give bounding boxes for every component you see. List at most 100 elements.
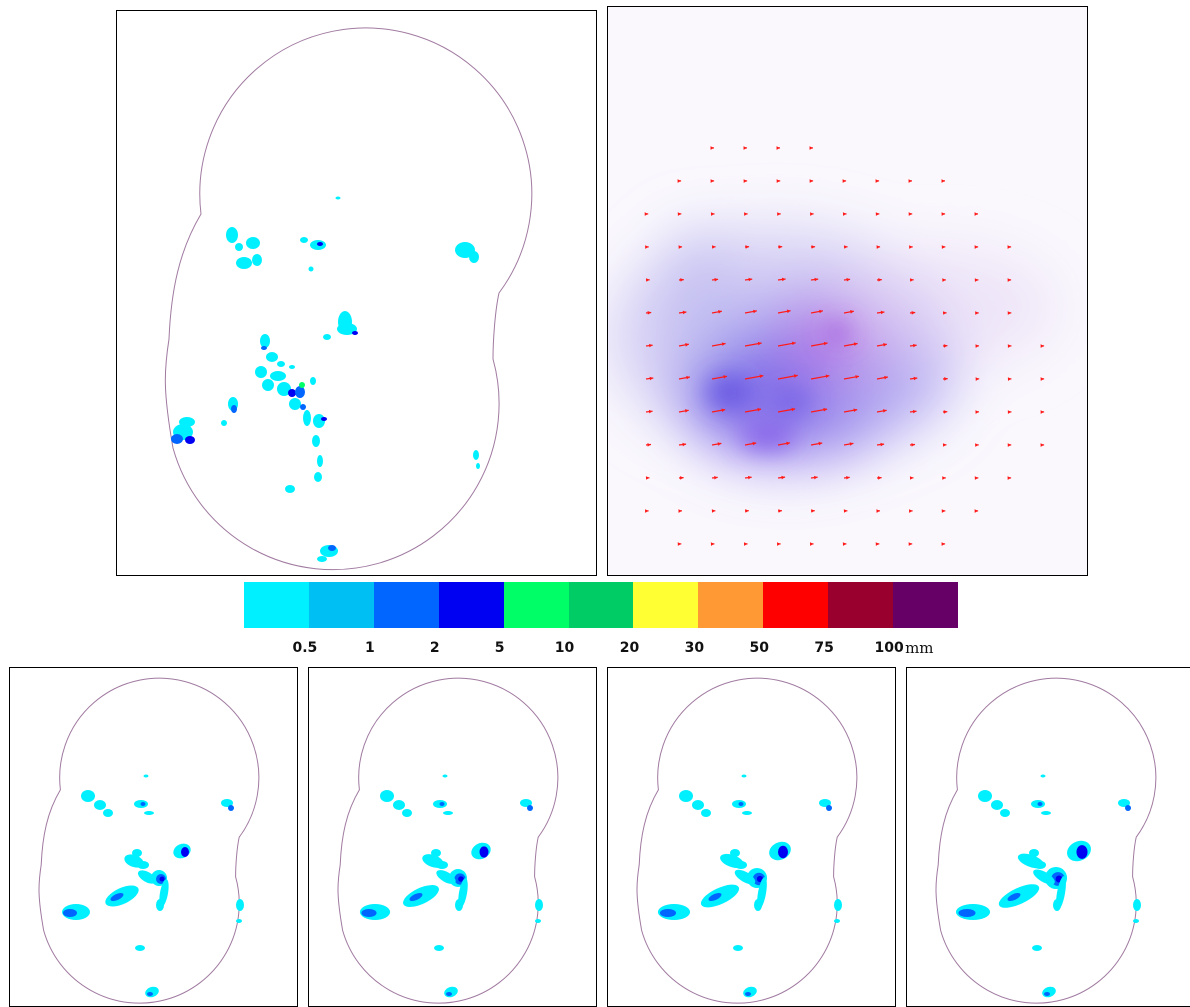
rain-cell [826, 805, 832, 811]
motion-vector [810, 179, 814, 183]
motion-vector [745, 476, 752, 480]
motion-vector [712, 509, 716, 513]
rain-cell [221, 420, 227, 426]
colorbar-swatch [893, 582, 958, 628]
colorbar-level-label: 20 [620, 640, 639, 656]
rain-cell [1044, 992, 1050, 996]
rain-cell [147, 992, 153, 996]
rain-cell [228, 805, 234, 811]
motion-vector-map [607, 6, 1088, 576]
rain-cell [480, 846, 489, 857]
motion-vector [975, 476, 979, 480]
rain-cell [266, 352, 278, 362]
motion-vector [909, 245, 913, 249]
rain-cell [733, 945, 743, 951]
rain-cell [660, 909, 676, 917]
rain-cell [94, 800, 106, 810]
rain-cell [260, 334, 270, 348]
rain-cell [231, 405, 237, 413]
motion-vector [941, 179, 945, 183]
rain-cell [144, 775, 149, 778]
motion-vector [810, 542, 814, 546]
motion-vector [1008, 443, 1012, 447]
colorbar-level-label: 0.5 [293, 640, 318, 656]
rain-cell [299, 382, 305, 388]
rain-cell [991, 800, 1003, 810]
rain-cell [834, 899, 842, 911]
rain-cell [834, 919, 840, 923]
motion-vector [679, 476, 684, 480]
radar-intensity-field [608, 227, 1058, 467]
rain-cell [402, 809, 412, 817]
forecast-map-1-canvas [10, 668, 298, 1007]
rain-cell [443, 775, 448, 778]
colorbar-level-label: 10 [555, 640, 574, 656]
motion-vector [844, 509, 848, 513]
rain-cell [440, 802, 445, 806]
rain-cell [535, 899, 543, 911]
motion-vector [645, 212, 649, 216]
motion-vector [678, 542, 682, 546]
motion-vector [909, 212, 913, 216]
rain-cell [103, 809, 113, 817]
motion-vector [711, 179, 715, 183]
colorbar-level-label: 75 [814, 640, 833, 656]
rain-cell [352, 331, 358, 335]
motion-vector [744, 179, 748, 183]
motion-vector [844, 476, 850, 480]
forecast-map-4 [906, 667, 1190, 1007]
rainfall-map-main [116, 10, 597, 576]
rain-cell [314, 472, 322, 482]
rain-cell [236, 899, 244, 911]
rain-cell [443, 985, 460, 999]
rain-cell [1133, 919, 1139, 923]
motion-vector [1007, 245, 1011, 249]
motion-vector [1041, 344, 1045, 348]
motion-vector [712, 476, 718, 480]
motion-vector [909, 509, 913, 513]
motion-vector [809, 146, 813, 150]
motion-vector [943, 443, 947, 447]
forecast-map-1 [9, 667, 298, 1007]
rain-cell [309, 267, 314, 272]
motion-vector [678, 212, 682, 216]
motion-vector [810, 212, 814, 216]
motion-vector [710, 146, 714, 150]
motion-vector [711, 212, 715, 216]
rain-cell [473, 450, 479, 460]
rain-cell [270, 371, 286, 381]
domain-outline [39, 678, 259, 1003]
rain-cell [285, 485, 295, 493]
rain-cell [735, 861, 747, 869]
motion-vector [811, 476, 818, 480]
rain-cell [745, 992, 751, 996]
rain-cell [63, 909, 77, 917]
colorbar-swatch [763, 582, 828, 628]
colorbar-unit: mm [905, 639, 933, 657]
rain-cell [1032, 945, 1042, 951]
rain-cell [679, 790, 693, 802]
rain-cell [171, 434, 183, 444]
precipitation-colorbar [244, 582, 958, 628]
rain-cell [288, 389, 296, 397]
motion-vector [909, 542, 913, 546]
rain-cell [1038, 802, 1043, 806]
rain-cell [235, 243, 243, 251]
rain-cell [692, 800, 704, 810]
motion-vector [646, 443, 651, 447]
colorbar-level-label: 2 [430, 640, 440, 656]
motion-vector [745, 509, 749, 513]
rain-cell [701, 809, 711, 817]
colorbar-swatch [309, 582, 374, 628]
rain-cell [226, 227, 238, 243]
motion-vector [645, 245, 649, 249]
rain-cell [160, 877, 165, 882]
colorbar-swatch [569, 582, 634, 628]
motion-vector [876, 212, 880, 216]
rain-cell [1000, 809, 1010, 817]
colorbar-swatch [504, 582, 569, 628]
rain-cell [443, 811, 453, 815]
motion-vector [1041, 410, 1045, 414]
motion-vector [975, 509, 979, 513]
rain-cell [300, 404, 306, 410]
